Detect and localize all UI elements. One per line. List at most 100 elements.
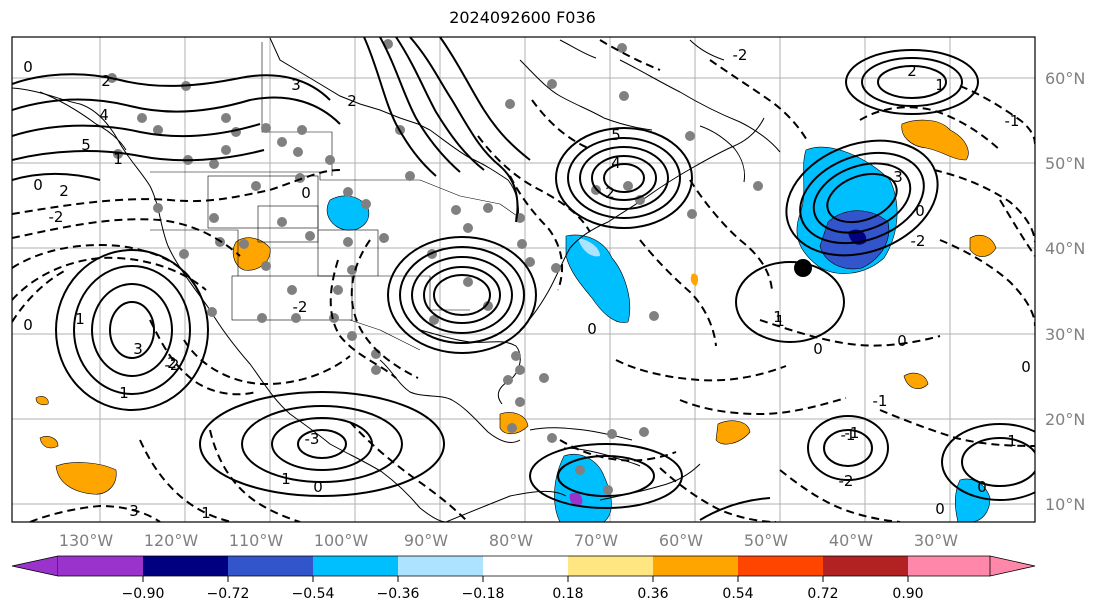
contour-label: -2: [733, 46, 748, 64]
colorbar-tick-label: −0.72: [207, 586, 250, 602]
contour-label: 0: [23, 58, 33, 76]
colorbar-extend-min: [11, 555, 59, 577]
lon-label: 40°W: [829, 531, 873, 550]
contour-label: 0: [977, 478, 987, 496]
positive-shade-north-atlantic: [901, 119, 969, 161]
contour-label: 5: [611, 126, 621, 144]
contour-label: 4: [99, 106, 109, 124]
contour-label: 0: [897, 332, 907, 350]
colorbar: −0.90 −0.72 −0.54 −0.36 −0.18 0.18 0.36 0.54 0.7…: [11, 555, 1036, 602]
contour-label: 2: [347, 92, 357, 110]
colorbar-tick-label: 0.72: [807, 586, 838, 602]
colorbar-tick-label: 0.36: [637, 586, 668, 602]
colorbar-bin: [228, 556, 313, 576]
contour-label: 0: [915, 202, 925, 220]
lon-label: 50°W: [744, 531, 788, 550]
contour-label: 0: [813, 340, 823, 358]
contour-label: 0: [313, 478, 323, 496]
reference-point-marker: [794, 259, 812, 277]
coastlines: [12, 37, 781, 522]
lon-label: 90°W: [404, 531, 448, 550]
negative-shade-atlantic-coast: [565, 234, 631, 323]
colorbar-tick-label: −0.54: [292, 586, 335, 602]
lon-label: 110°W: [229, 531, 284, 550]
contour-label: 1: [119, 384, 129, 402]
positive-contours: [12, 37, 1035, 521]
contour-label: 2: [59, 182, 69, 200]
lat-label: 10°N: [1045, 495, 1085, 514]
map-title: 2024092600 F036: [449, 8, 596, 27]
colorbar-bin: [823, 556, 908, 576]
colorbar-bin: [143, 556, 228, 576]
lon-label: 60°W: [659, 531, 703, 550]
shaded-fields: [35, 119, 997, 522]
contour-label: 1: [935, 76, 945, 94]
lon-label: 70°W: [574, 531, 618, 550]
map-frame: [11, 36, 1036, 523]
contour-label: -1: [873, 392, 888, 410]
colorbar-bin: [908, 556, 990, 576]
colorbar-bin: [653, 556, 738, 576]
contour-label: 3: [893, 168, 903, 186]
lat-label: 40°N: [1045, 239, 1085, 258]
colorbar-tick-label: −0.18: [462, 586, 505, 602]
contour-label: 1: [775, 312, 785, 330]
contour-label: 1: [281, 470, 291, 488]
positive-shade-pacific: [55, 462, 117, 495]
contour-label: 0: [587, 320, 597, 338]
borders: [150, 42, 521, 351]
contour-label: 1: [773, 308, 783, 326]
lat-label: 30°N: [1045, 325, 1085, 344]
contour-label: 5: [81, 136, 91, 154]
contour-label: 1: [75, 310, 85, 328]
contour-label: 0: [1021, 358, 1031, 376]
colorbar-tick-label: 0.54: [722, 586, 753, 602]
colorbar-bin: [483, 556, 568, 576]
latitude-labels: 60°N 50°N 40°N 30°N 20°N 10°N: [1045, 69, 1085, 514]
colorbar-bin: [398, 556, 483, 576]
colorbar-tick-label: −0.90: [122, 586, 165, 602]
contour-label: 0: [935, 500, 945, 518]
contour-label: 4: [611, 154, 621, 172]
colorbar-bin: [313, 556, 398, 576]
contour-label: 3: [133, 340, 143, 358]
contour-label: 0: [33, 176, 43, 194]
contour-label: -1: [1005, 112, 1020, 130]
contour-label: -2: [839, 472, 854, 490]
colorbar-tick-label: −0.36: [377, 586, 420, 602]
contour-label: -1: [845, 424, 860, 442]
colorbar-bin: [568, 556, 653, 576]
contour-label: 1: [113, 150, 123, 168]
lon-label: 30°W: [914, 531, 958, 550]
contour-label: -2: [911, 232, 926, 250]
colorbar-bin: [58, 556, 143, 576]
contour-label: 2: [101, 72, 111, 90]
longitude-labels: 130°W 120°W 110°W 100°W 90°W 80°W 70°W 60°W 50°W…: [59, 531, 958, 550]
contour-label: 3: [291, 76, 301, 94]
contour-label: -1: [841, 426, 856, 444]
lon-label: 100°W: [314, 531, 369, 550]
contour-label: 2: [907, 62, 917, 80]
lat-label: 60°N: [1045, 69, 1085, 88]
negative-contours: [12, 39, 1035, 522]
negative-shade-plains: [326, 195, 370, 231]
lat-label: 50°N: [1045, 154, 1085, 173]
colorbar-bin: [738, 556, 823, 576]
contour-label: 2: [167, 354, 177, 372]
contour-label: -2: [165, 356, 180, 374]
lat-label: 20°N: [1045, 410, 1085, 429]
contour-label: 3: [129, 502, 139, 520]
contour-label: 1: [201, 504, 211, 522]
contour-label: 0: [23, 316, 33, 334]
colorbar-tick-label: 0.90: [892, 586, 923, 602]
colorbar-tick-label: 0.18: [552, 586, 583, 602]
contour-label: -3: [305, 430, 320, 448]
contour-label: 2: [605, 184, 615, 202]
contour-label: 0: [301, 184, 311, 202]
contour-label: -2: [293, 298, 308, 316]
lon-label: 80°W: [489, 531, 533, 550]
contour-label: 1: [1007, 432, 1017, 450]
lon-label: 120°W: [144, 531, 199, 550]
